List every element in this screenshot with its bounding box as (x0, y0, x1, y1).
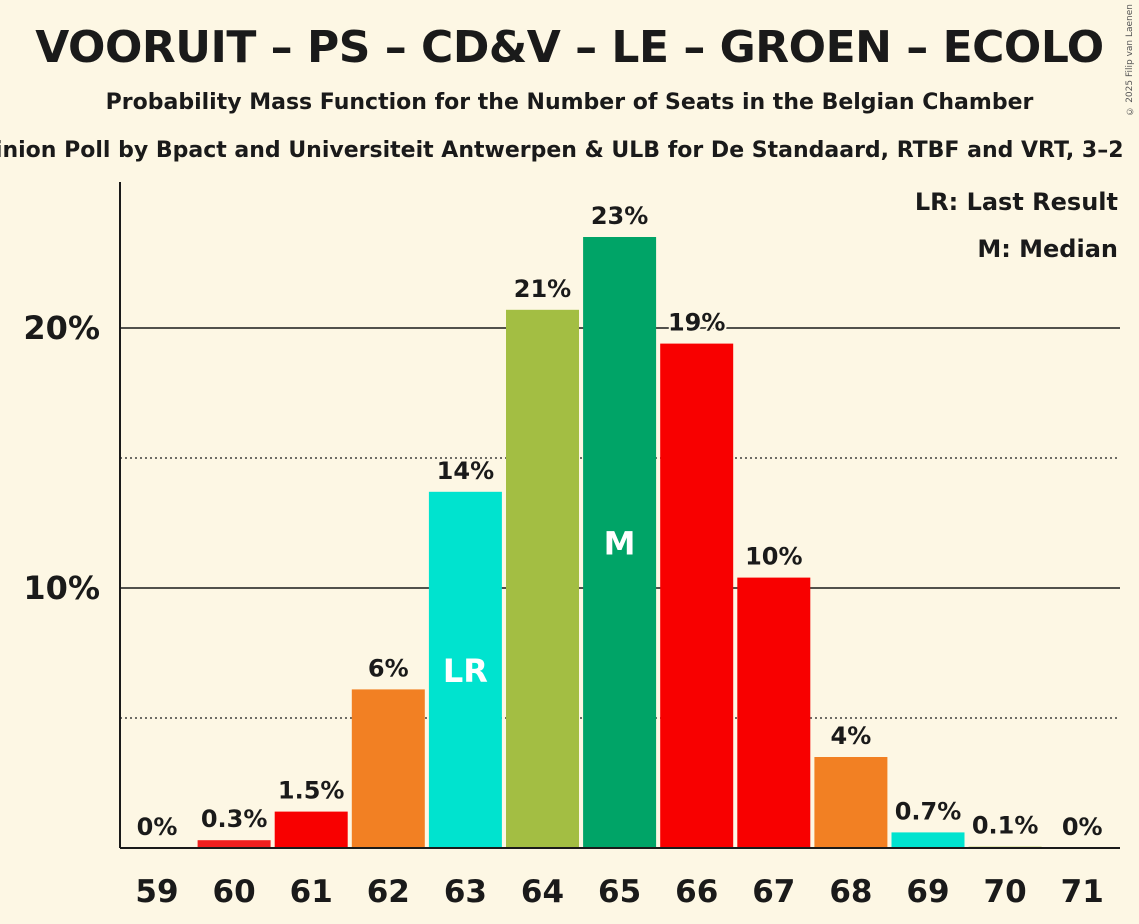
x-tick-label: 66 (675, 874, 718, 910)
x-tick-label: 60 (213, 874, 256, 910)
data-label: 21% (514, 275, 571, 303)
data-label: 4% (831, 722, 872, 750)
x-tick-label: 70 (984, 874, 1027, 910)
x-tick-label: 62 (367, 874, 410, 910)
data-label: 0% (137, 813, 178, 841)
bar-61 (274, 811, 348, 848)
x-tick-label: 67 (752, 874, 795, 910)
poll-description: Opinion Poll by Bpact and Universiteit A… (0, 138, 1124, 163)
data-label: 0.3% (201, 805, 268, 833)
legend-median: M: Median (977, 235, 1118, 263)
bar-64 (506, 309, 579, 848)
data-label: 10% (745, 543, 802, 571)
bar-63 (428, 491, 502, 848)
data-label: 0.7% (895, 797, 962, 825)
y-tick-label: 10% (23, 569, 100, 607)
x-tick-label: 65 (598, 874, 641, 910)
data-label: 19% (668, 309, 725, 337)
data-label: 0.1% (972, 812, 1039, 840)
x-tick-label: 63 (444, 874, 487, 910)
data-label: 23% (591, 202, 648, 230)
bar-60 (197, 840, 271, 848)
marker-lr: LR (443, 652, 488, 690)
bar-68 (814, 757, 888, 848)
bar-67 (737, 577, 811, 848)
data-label: 14% (437, 457, 494, 485)
y-tick-label: 20% (23, 309, 100, 347)
x-tick-label: 68 (829, 874, 872, 910)
x-tick-label: 64 (521, 874, 564, 910)
x-tick-label: 59 (135, 874, 178, 910)
data-label: 6% (368, 654, 409, 682)
marker-m: M (604, 525, 636, 563)
data-label: 1.5% (278, 777, 345, 805)
chart-subtitle: Probability Mass Function for the Number… (105, 90, 1034, 115)
bar-65 (583, 237, 657, 848)
bar-66 (660, 343, 734, 848)
chart-title: VOORUIT – PS – CD&V – LE – GROEN – ECOLO (35, 22, 1104, 73)
x-tick-label: 69 (906, 874, 949, 910)
legend-last-result: LR: Last Result (915, 188, 1118, 216)
bar-62 (351, 689, 425, 848)
x-tick-label: 71 (1061, 874, 1104, 910)
x-tick-label: 61 (290, 874, 333, 910)
bar-69 (891, 832, 965, 848)
data-label: 0% (1062, 813, 1103, 841)
